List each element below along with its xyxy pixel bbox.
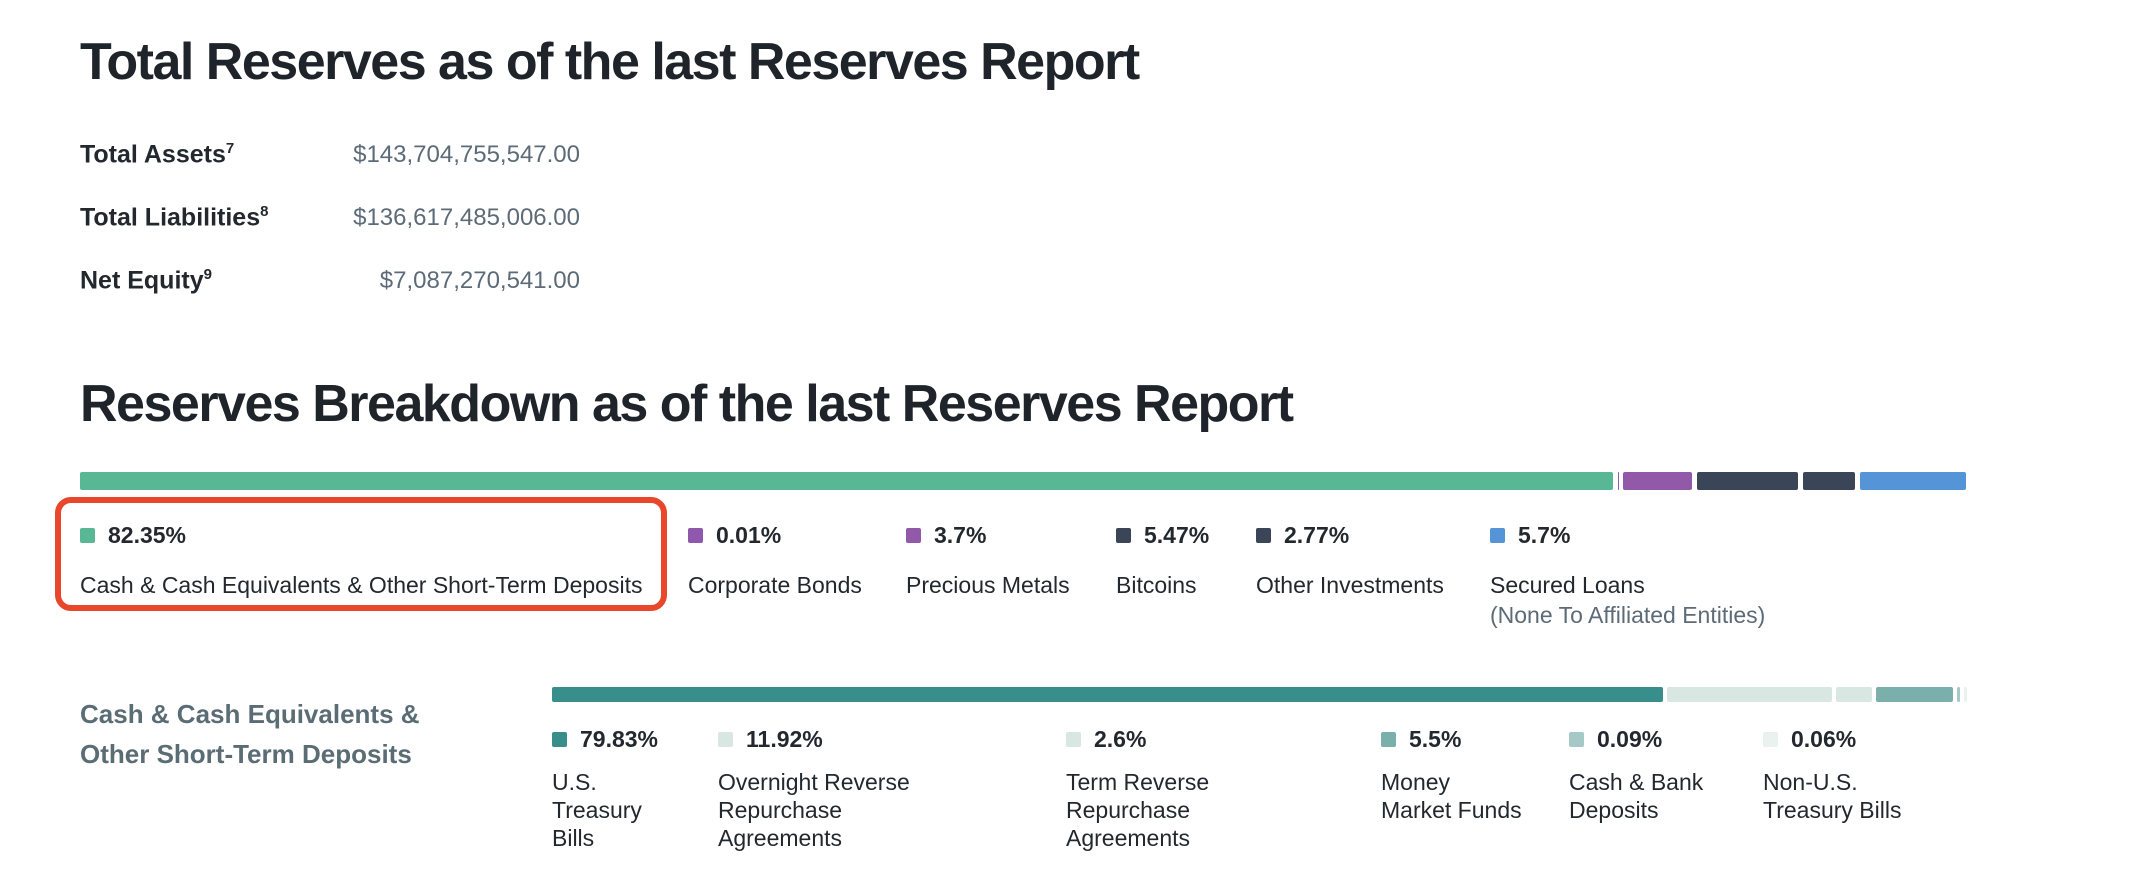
net-equity-label: Net Equity9	[80, 266, 212, 295]
legend-label: Cash & Cash Equivalents & Other Short-Te…	[80, 572, 643, 598]
legend-swatch-secured-loans	[1490, 528, 1505, 543]
legend-swatch-non-u-s-treasury-bills	[1763, 732, 1778, 747]
legend-item-cash-bank-deposits[interactable]: 0.09% Cash & Bank Deposits	[1569, 726, 1734, 824]
legend-swatch-overnight-reverse-repurchase-agreements	[718, 732, 733, 747]
legend-label: Bitcoins	[1116, 572, 1197, 598]
legend-item-secured-loans[interactable]: 5.7% Secured Loans (None To Affiliated Ent…	[1490, 522, 1830, 629]
legend-label: Other Investments	[1256, 572, 1444, 598]
legend-label: Cash & Bank Deposits	[1569, 769, 1704, 823]
legend-item-term-reverse-repurchase-agreements[interactable]: 2.6% Term Reverse Repurchase Agreements	[1066, 726, 1316, 852]
legend-head: 5.47%	[1116, 522, 1286, 549]
legend-item-non-u-s-treasury-bills[interactable]: 0.06% Non-U.S. Treasury Bills	[1763, 726, 1948, 824]
legend-item-cash-cash-equivalents-other-short-term-deposits[interactable]: 82.35% Cash & Cash Equivalents & Other Sh…	[80, 522, 692, 599]
total-liabilities-label: Total Liabilities8	[80, 203, 269, 232]
reserves-breakdown-stacked-bar	[80, 472, 1966, 490]
legend-label: Term Reverse Repurchase Agreements	[1066, 769, 1210, 851]
reserves-breakdown-title: Reserves Breakdown as of the last Reserv…	[80, 375, 1294, 433]
legend-swatch-corporate-bonds	[688, 528, 703, 543]
legend-item-other-investments[interactable]: 2.77% Other Investments	[1256, 522, 1536, 599]
bar-segment-non-u-s-treasury-bills[interactable]	[1964, 687, 1967, 702]
legend-swatch-term-reverse-repurchase-agreements	[1066, 732, 1081, 747]
net-equity-row: Net Equity9 $7,087,270,541.00	[80, 266, 580, 295]
legend-percent: 5.7%	[1518, 522, 1571, 548]
legend-percent: 82.35%	[108, 522, 187, 548]
legend-head: 3.7%	[906, 522, 1136, 549]
cash-equivalents-stacked-bar	[552, 687, 1967, 702]
bar-segment-u-s-treasury-bills[interactable]	[552, 687, 1663, 702]
legend-head: 5.7%	[1490, 522, 1830, 549]
legend-head: 11.92%	[718, 726, 968, 753]
legend-note: (None To Affiliated Entities)	[1490, 602, 1766, 628]
legend-item-precious-metals[interactable]: 3.7% Precious Metals	[906, 522, 1136, 599]
legend-label: U.S. Treasury Bills	[552, 769, 642, 851]
legend-label: Precious Metals	[906, 572, 1070, 598]
legend-head: 82.35%	[80, 522, 692, 549]
bar-segment-term-reverse-repurchase-agreements[interactable]	[1836, 687, 1873, 702]
legend-percent: 2.77%	[1284, 522, 1350, 548]
legend-item-u-s-treasury-bills[interactable]: 79.83% U.S. Treasury Bills	[552, 726, 682, 852]
legend-head: 0.06%	[1763, 726, 1948, 753]
legend-item-overnight-reverse-repurchase-agreements[interactable]: 11.92% Overnight Reverse Repurchase Agree…	[718, 726, 968, 852]
footnote-ref-9: 9	[203, 266, 212, 283]
bar-segment-precious-metals[interactable]	[1622, 472, 1692, 490]
footnote-ref-8: 8	[260, 203, 269, 220]
total-liabilities-row: Total Liabilities8 $136,617,485,006.00	[80, 203, 580, 232]
legend-percent: 0.06%	[1791, 726, 1857, 752]
legend-percent: 2.6%	[1094, 726, 1147, 752]
legend-swatch-precious-metals	[906, 528, 921, 543]
legend-item-bitcoins[interactable]: 5.47% Bitcoins	[1116, 522, 1286, 599]
cash-equivalents-subchart-title: Cash & Cash Equivalents & Other Short-Te…	[80, 699, 420, 769]
legend-percent: 79.83%	[580, 726, 659, 752]
bar-segment-cash-cash-equivalents-other-short-term-deposits[interactable]	[80, 472, 1613, 490]
legend-swatch-u-s-treasury-bills	[552, 732, 567, 747]
footnote-ref-7: 7	[225, 140, 235, 157]
totals-table: Total Assets7 $143,704,755,547.00 Total …	[80, 140, 580, 329]
legend-swatch-cash-cash-equivalents-other-short-term-deposits	[80, 528, 95, 543]
legend-percent: 0.09%	[1597, 726, 1663, 752]
legend-swatch-cash-bank-deposits	[1569, 732, 1584, 747]
bar-segment-overnight-reverse-repurchase-agreements[interactable]	[1666, 687, 1833, 702]
legend-item-money-market-funds[interactable]: 5.5% Money Market Funds	[1381, 726, 1531, 824]
bar-segment-secured-loans[interactable]	[1859, 472, 1966, 490]
net-equity-value: $7,087,270,541.00	[379, 267, 580, 295]
legend-head: 2.77%	[1256, 522, 1536, 549]
legend-head: 5.5%	[1381, 726, 1531, 753]
bar-segment-bitcoins[interactable]	[1696, 472, 1799, 490]
legend-percent: 11.92%	[746, 726, 823, 752]
legend-percent: 5.47%	[1144, 522, 1210, 548]
total-liabilities-value: $136,617,485,006.00	[353, 204, 580, 232]
bar-segment-money-market-funds[interactable]	[1876, 687, 1953, 702]
legend-swatch-money-market-funds	[1381, 732, 1396, 747]
bar-segment-cash-bank-deposits[interactable]	[1957, 687, 1960, 702]
bar-segment-other-investments[interactable]	[1803, 472, 1855, 490]
legend-swatch-other-investments	[1256, 528, 1271, 543]
legend-label: Overnight Reverse Repurchase Agreements	[718, 769, 910, 851]
legend-head: 0.09%	[1569, 726, 1734, 753]
legend-percent: 0.01%	[716, 522, 782, 548]
total-assets-row: Total Assets7 $143,704,755,547.00	[80, 140, 580, 169]
legend-label: Non-U.S. Treasury Bills	[1763, 769, 1902, 823]
legend-label: Money Market Funds	[1381, 769, 1522, 823]
legend-percent: 3.7%	[934, 522, 987, 548]
total-reserves-title: Total Reserves as of the last Reserves R…	[80, 33, 1140, 91]
legend-head: 2.6%	[1066, 726, 1316, 753]
legend-label: Secured Loans	[1490, 572, 1645, 598]
total-assets-value: $143,704,755,547.00	[353, 141, 580, 169]
legend-percent: 5.5%	[1409, 726, 1462, 752]
total-assets-label: Total Assets7	[80, 140, 235, 169]
legend-head: 0.01%	[688, 522, 918, 549]
legend-swatch-bitcoins	[1116, 528, 1131, 543]
legend-item-corporate-bonds[interactable]: 0.01% Corporate Bonds	[688, 522, 918, 599]
legend-head: 79.83%	[552, 726, 682, 753]
legend-label: Corporate Bonds	[688, 572, 862, 598]
